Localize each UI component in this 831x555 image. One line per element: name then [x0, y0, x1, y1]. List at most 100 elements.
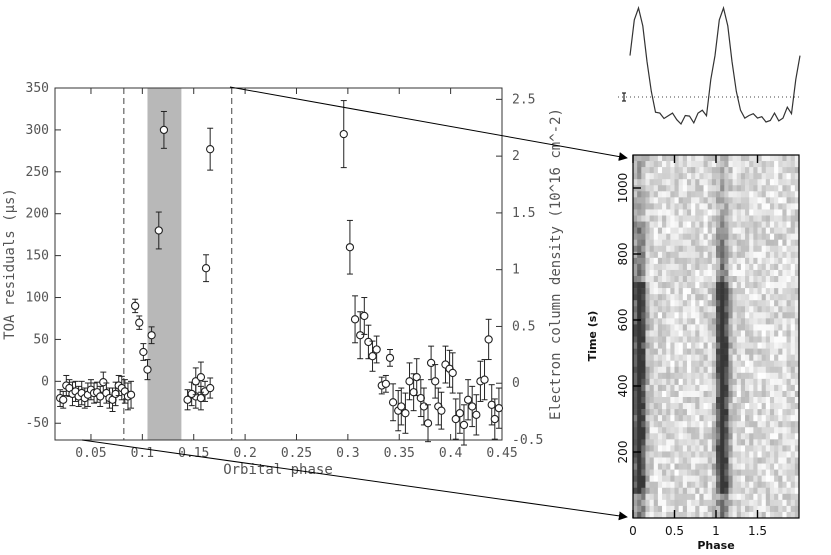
heatmap-cell [703, 366, 708, 374]
heatmap-cell [761, 366, 767, 374]
heatmap-cell [711, 215, 717, 222]
heatmap-cell [662, 481, 667, 489]
heatmap-cell [794, 511, 800, 519]
heatmap-cell [790, 493, 796, 501]
heatmap-cell [794, 372, 800, 380]
heatmap-cell [691, 221, 696, 228]
heatmap-cell [686, 245, 692, 253]
heatmap-cell [691, 505, 696, 513]
heatmap-cell [645, 499, 650, 507]
heatmap-cell [686, 378, 692, 386]
heatmap-cell [782, 209, 787, 216]
heatmap-cell [778, 505, 783, 513]
heatmap-cell [765, 451, 771, 458]
heatmap-cell [649, 197, 655, 204]
heatmap-cell [765, 493, 771, 501]
heatmap-cell [670, 354, 675, 361]
heatmap-cell [707, 493, 713, 501]
heatmap-cell [645, 348, 650, 355]
heatmap-cell [633, 276, 638, 283]
heatmap-cell [716, 511, 721, 519]
heatmap-cell [678, 421, 684, 428]
heatmap-cell [757, 239, 762, 247]
heatmap-cell [662, 445, 667, 452]
heatmap-cell [699, 318, 704, 325]
heatmap-cell [790, 433, 796, 440]
heatmap-cell [786, 197, 791, 204]
heatmap-cell [757, 336, 762, 343]
heatmap-cell [786, 475, 791, 482]
heatmap-cell [711, 288, 717, 295]
heatmap-cell [757, 499, 762, 507]
heatmap-cell [716, 360, 721, 368]
heatmap-cell [790, 390, 796, 398]
heatmap-cell [778, 257, 783, 265]
heatmap-cell [666, 306, 671, 313]
heatmap-cell [703, 257, 708, 265]
heatmap-cell [703, 397, 708, 404]
heatmap-cell [728, 161, 733, 168]
heatmap-cell [740, 451, 746, 458]
heatmap-cell [740, 318, 746, 325]
heatmap-cell [695, 282, 700, 289]
heatmap-cell [678, 451, 684, 458]
heatmap-cell [695, 481, 700, 489]
heatmap-cell [724, 282, 729, 289]
heatmap-cell [732, 409, 738, 416]
heatmap-cell [699, 330, 704, 337]
heatmap-cell [711, 197, 717, 204]
heatmap-cell [645, 354, 650, 361]
heatmap-cell [765, 505, 771, 513]
heatmap-cell [649, 487, 655, 495]
heatmap-cell [765, 415, 771, 422]
heatmap-cell [790, 457, 796, 464]
heatmap-cell [653, 185, 659, 192]
heatmap-cell [769, 342, 775, 349]
heatmap-cell [670, 185, 675, 192]
heatmap-cell [695, 203, 700, 210]
heatmap-cell [670, 505, 675, 513]
heatmap-cell [769, 300, 775, 307]
heatmap-cell [711, 300, 717, 307]
heatmap-cell [653, 288, 659, 295]
heatmap-cell [691, 481, 696, 489]
heatmap-cell [745, 215, 750, 222]
heatmap-cell [761, 167, 767, 174]
heatmap-cell [695, 505, 700, 513]
heatmap-cell [732, 439, 738, 446]
data-point [372, 345, 381, 354]
heatmap-cell [686, 403, 692, 410]
heatmap-cell [670, 227, 675, 234]
heatmap-cell [662, 251, 667, 259]
heatmap-cell [753, 493, 758, 501]
heatmap-cell [682, 360, 688, 368]
heatmap-cell [674, 251, 679, 259]
heatmap-cell [774, 227, 779, 234]
heatmap-cell [786, 469, 791, 476]
heatmap-cell [765, 257, 771, 265]
heatmap-cell [682, 469, 688, 476]
heatmap-cell [649, 324, 655, 331]
heatmap-cell [724, 215, 729, 222]
heatmap-cell [695, 372, 700, 380]
heatmap-cell [670, 487, 675, 495]
heatmap-cell [732, 463, 738, 470]
heatmap-cell [711, 324, 717, 331]
heatmap-cell [649, 499, 655, 507]
heatmap-cell [641, 342, 646, 349]
heatmap-cell [769, 276, 775, 283]
heatmap-cell [794, 378, 800, 386]
heatmap-cell [666, 215, 671, 222]
heatmap-cell [657, 209, 663, 216]
heatmap-cell [753, 191, 758, 198]
heatmap-cell [765, 390, 771, 398]
heatmap-cell [637, 439, 642, 446]
data-point [131, 301, 140, 311]
heatmap-cell [761, 288, 767, 295]
heatmap-cell [649, 227, 655, 234]
heatmap-cell [682, 288, 688, 295]
heatmap-cell [633, 221, 638, 228]
heatmap-cell [765, 245, 771, 253]
heatmap-cell [691, 384, 696, 392]
heatmap-cell [649, 269, 655, 277]
